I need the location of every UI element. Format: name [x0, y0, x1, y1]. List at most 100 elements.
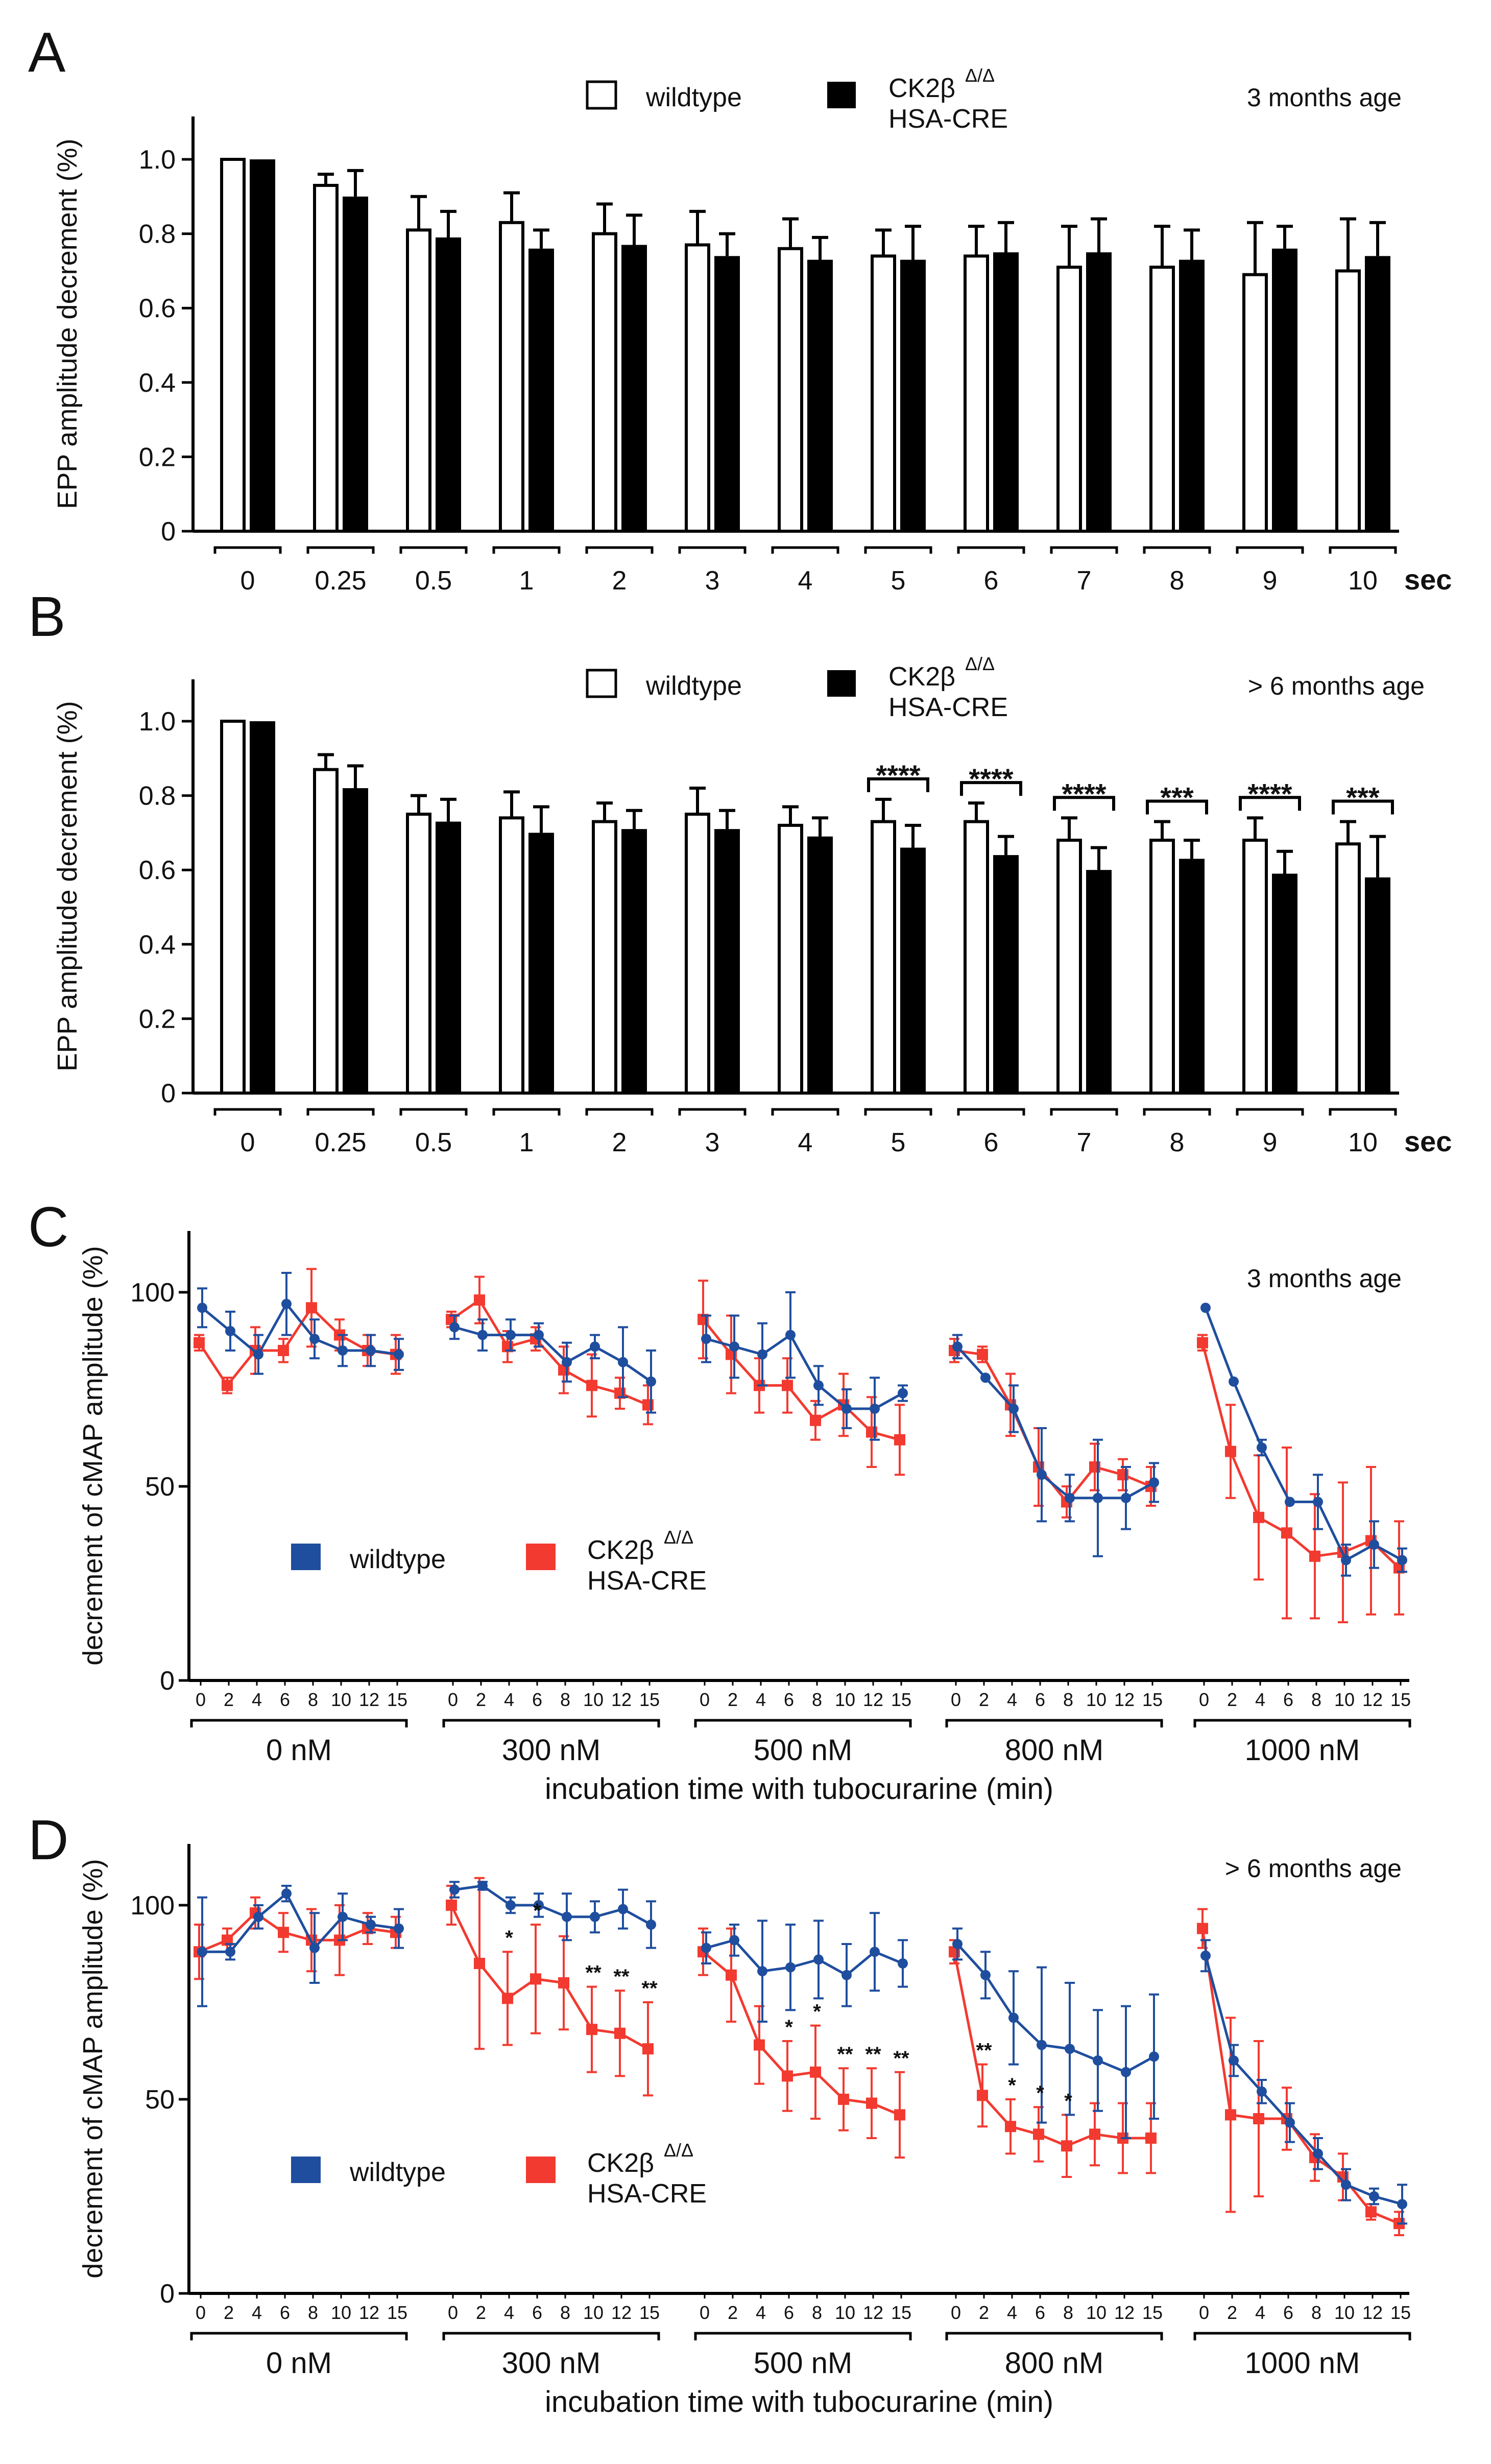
panel-c-point-wildtype [1065, 1492, 1075, 1503]
panel-d-point-wildtype [1285, 2117, 1295, 2128]
panel-c-x-tick-label: 2 [476, 1689, 486, 1710]
panel-d-point-mutant [977, 2090, 988, 2101]
panel-c-point-mutant [1281, 1527, 1292, 1539]
panel-a-x-tick-label: 8 [1170, 566, 1185, 596]
panel-d-point-wildtype [1065, 2044, 1075, 2054]
panel-d-age-label: > 6 months age [1225, 1854, 1402, 1883]
panel-a: A EPP amplitude decrement (%) 0 0.2 0.4 0.6 0.… [28, 21, 1452, 596]
panel-b-y-tick-label: 1.0 [139, 707, 176, 737]
panel-d-significance-label: * [1036, 2082, 1044, 2104]
panel-d-x-tick-label: 15 [1390, 2302, 1411, 2323]
panel-d-point-mutant [222, 1934, 233, 1946]
panel-a-bar-wildtype [685, 243, 710, 533]
panel-d-group-label: 500 nM [754, 2347, 852, 2380]
panel-c-point-wildtype [757, 1349, 767, 1360]
panel-d-point-mutant [586, 2024, 597, 2035]
panel-d-point-wildtype [562, 1911, 572, 1922]
panel-c-x-tick-label: 15 [891, 1689, 911, 1710]
panel-d-x-tick-label: 0 [196, 2302, 206, 2323]
panel-b-category-bracket [864, 1108, 932, 1116]
panel-d-x-tick-label: 0 [700, 2302, 710, 2323]
panel-a-legend-mutant-line2: HSA-CRE [888, 104, 1008, 134]
panel-a-bar-wildtype [313, 183, 339, 533]
panel-b-bar-wildtype [313, 768, 339, 1095]
panel-b-significance-label: *** [1346, 781, 1380, 814]
panel-d-point-mutant [502, 1993, 513, 2004]
panel-d-y-tick-label: 0 [160, 2279, 175, 2309]
panel-c-x-tick-label: 12 [1114, 1689, 1135, 1710]
panel-c-point-wildtype [394, 1349, 404, 1360]
panel-b-bar-wildtype [964, 820, 989, 1095]
panel-d-letter: D [28, 1809, 68, 1871]
panel-c-group-label: 800 nM [1005, 1734, 1103, 1767]
panel-d-point-wildtype [813, 1954, 824, 1965]
panel-d-point-mutant [1005, 2121, 1016, 2133]
panel-d-group-bracket [442, 2332, 660, 2340]
panel-a-bar-wildtype [964, 254, 989, 533]
panel-d-point-wildtype [309, 1942, 320, 1953]
panel-d-significance-label: ** [893, 2047, 909, 2070]
panel-b-x-tick-label: 0 [241, 1128, 255, 1157]
panel-b-x-tick-label: 0.5 [415, 1128, 452, 1157]
panel-c-x-tick-label: 2 [224, 1689, 234, 1710]
panel-a-bar-mutant [1272, 248, 1297, 532]
panel-c-x-tick-label: 4 [1255, 1689, 1265, 1710]
panel-d-x-tick-label: 8 [812, 2302, 822, 2323]
panel-a-x-tick-label: 0.25 [315, 566, 366, 596]
panel-d-significance-label: * [1064, 2090, 1072, 2112]
panel-d-x-tick-label: 0 [1199, 2302, 1209, 2323]
panel-d-point-mutant [726, 1969, 737, 1981]
panel-b-significance-label: **** [969, 763, 1013, 795]
panel-c-point-wildtype [225, 1326, 235, 1336]
panel-a-y-tick-label: 0.8 [139, 220, 176, 249]
panel-c-point-wildtype [1008, 1404, 1019, 1414]
panel-b-bar-mutant [1365, 877, 1390, 1093]
panel-d-significance-label: * [1008, 2074, 1016, 2097]
panel-a-y-tick-label: 0.4 [139, 368, 176, 398]
panel-d-point-wildtype [449, 1884, 460, 1895]
panel-d-x-tick-label: 12 [1362, 2302, 1383, 2323]
panel-a-letter: A [28, 21, 66, 84]
panel-d-point-mutant [1145, 2133, 1157, 2144]
panel-c-x-tick-label: 4 [1007, 1689, 1017, 1710]
panel-d-point-wildtype [1121, 2067, 1131, 2077]
panel-d-legend-swatch-wildtype [291, 2157, 321, 2183]
panel-a-bar-wildtype [871, 254, 896, 533]
panel-b-x-tick-label: 9 [1263, 1128, 1278, 1157]
panel-a-y-tick-label: 0.6 [139, 294, 176, 323]
panel-d-point-mutant [642, 2043, 654, 2055]
panel-d-x-tick-label: 12 [359, 2302, 379, 2323]
panel-d-x-tick-label: 8 [1063, 2302, 1073, 2323]
panel-d-point-mutant [1225, 2109, 1236, 2121]
panel-a-x-tick-label: 0 [241, 566, 255, 596]
panel-d-x-tick-label: 6 [1035, 2302, 1045, 2323]
panel-c-point-mutant [1309, 1550, 1320, 1562]
panel-a-x-tick-label: 0.5 [415, 566, 452, 596]
panel-c-x-tick-label: 0 [448, 1689, 458, 1710]
panel-b-bar-wildtype [592, 820, 617, 1095]
panel-b-y-tick-label: 0.8 [139, 781, 176, 811]
panel-a-category-bracket [864, 546, 932, 554]
panel-d-point-mutant [1197, 1923, 1208, 1934]
panel-c-point-wildtype [1121, 1492, 1131, 1503]
panel-a-y-tick-label: 0.2 [139, 442, 176, 472]
panel-c-point-wildtype [1200, 1302, 1211, 1313]
panel-b-x-unit: sec [1404, 1125, 1452, 1157]
panel-d-legend-wildtype: wildtype [349, 2158, 446, 2187]
panel-c-point-wildtype [1149, 1477, 1159, 1488]
panel-d-point-wildtype [646, 1920, 656, 1930]
panel-c-x-tick-label: 12 [863, 1689, 883, 1710]
panel-a-legend-mutant-name: CK2β [888, 74, 955, 103]
panel-b-significance-bracket [867, 777, 929, 792]
panel-d-significance-label: ** [837, 2043, 853, 2066]
panel-b-y-axis-label: EPP amplitude decrement (%) [52, 701, 83, 1071]
panel-c-x-tick-label: 12 [611, 1689, 632, 1710]
panel-b-significance-label: **** [1247, 777, 1292, 810]
panel-c-point-mutant [1197, 1337, 1208, 1348]
panel-b-bar-mutant [714, 829, 740, 1093]
panel-d-x-tick-label: 12 [1114, 2302, 1135, 2323]
panel-d-group-label: 300 nM [502, 2347, 600, 2380]
panel-c-legend-mutant-name: CK2β [587, 1535, 654, 1565]
panel-c-point-wildtype [477, 1330, 488, 1340]
panel-c-x-tick-label: 8 [308, 1689, 318, 1710]
